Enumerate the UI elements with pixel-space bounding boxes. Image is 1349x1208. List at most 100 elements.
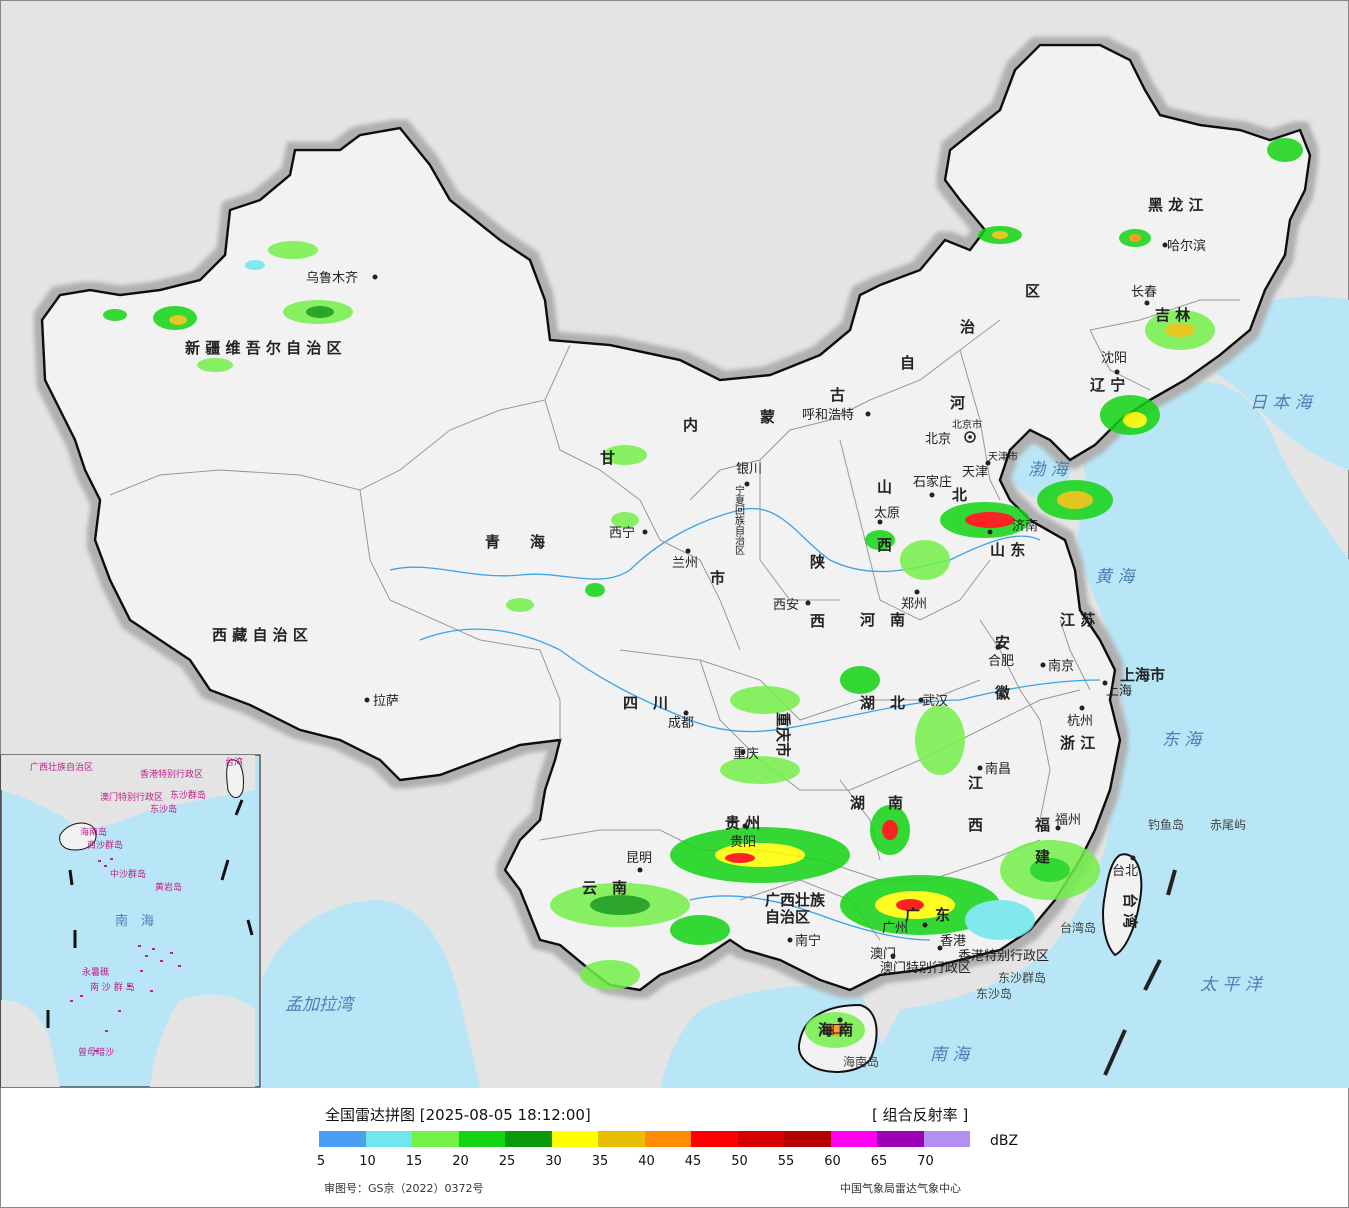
inset-label-dongsha2: 东沙岛 xyxy=(150,803,177,815)
label-neimenggu-6: 区 xyxy=(1025,282,1040,300)
label-heilongjiang: 黑 龙 江 xyxy=(1148,196,1203,214)
sea-label-east: 东 海 xyxy=(1162,730,1204,750)
radar-echoes xyxy=(103,138,1303,1048)
island-diaoyu: 钓鱼岛 xyxy=(1148,817,1184,832)
color-scale-tick: 35 xyxy=(591,1154,609,1169)
city-hefei: 合肥 xyxy=(988,654,1014,669)
label-taiwan: 台 湾 xyxy=(1121,893,1139,928)
label-hebei-1: 河 xyxy=(950,394,965,412)
city-guangzhou: 广州 xyxy=(882,921,908,936)
city-haikou: 海口 xyxy=(818,1023,844,1038)
label-neimenggu-2: 蒙 xyxy=(760,408,775,426)
inset-label-mo: 澳门特别行政区 xyxy=(100,791,163,803)
island-chiwei: 赤尾屿 xyxy=(1210,818,1246,832)
color-scale-tick: 40 xyxy=(638,1154,655,1169)
color-scale-tick: 15 xyxy=(405,1154,423,1169)
label-hebei-2: 北 xyxy=(952,486,967,504)
inset-label-dongsha: 东沙群岛 xyxy=(170,789,206,801)
city-shijiazhuang: 石家庄 xyxy=(913,474,952,490)
color-scale-cell xyxy=(551,1131,598,1147)
china-land xyxy=(40,43,1312,992)
city-beijing: 北京 xyxy=(925,432,951,447)
label-shaanxi-2: 西 xyxy=(810,612,825,630)
color-scale-tick: 55 xyxy=(777,1154,795,1169)
inset-label-gx: 广西壮族自治区 xyxy=(30,761,93,773)
city-shanghai: 上海 xyxy=(1106,684,1132,699)
city-tianjin: 天津 xyxy=(962,465,988,480)
label-sichuan: 四 川 xyxy=(623,694,668,712)
city-aomen: 澳门 xyxy=(870,946,896,962)
inset-label-yongshu: 永暑礁 xyxy=(82,966,109,978)
label-neimenggu-5: 治 xyxy=(960,318,975,336)
legend-panel: 全国雷达拼图 [2025-08-05 18:12:00] [ 组合反射率 ] d… xyxy=(0,1088,1349,1208)
legend-title: 全国雷达拼图 [2025-08-05 18:12:00] xyxy=(325,1106,591,1124)
inset-label-huangyan: 黄岩岛 xyxy=(155,881,182,893)
color-scale-tick: 60 xyxy=(824,1154,841,1169)
color-scale-tick: 5 xyxy=(316,1154,326,1169)
label-tianjin-prov: 天津市 xyxy=(988,450,1018,463)
color-scale-tick: 10 xyxy=(359,1154,376,1169)
radar-map: 新 疆 维 吾 尔 自 治 区 西 藏 自 治 区 青 海 甘 内 蒙 古 自 … xyxy=(0,1,1349,1088)
city-lhasa: 拉萨 xyxy=(373,694,399,709)
city-guiyang: 贵阳 xyxy=(730,835,756,850)
color-scale-cell xyxy=(923,1131,970,1147)
city-xian: 西安 xyxy=(773,598,799,613)
city-xianggang: 香港 xyxy=(940,934,966,949)
city-nanjing: 南京 xyxy=(1048,658,1074,674)
label-fujian-2: 建 xyxy=(1035,848,1051,866)
city-fuzhou: 福州 xyxy=(1055,813,1081,828)
label-shanxi-1: 山 xyxy=(877,478,892,496)
island-taiwan: 台湾岛 xyxy=(1060,920,1096,935)
city-chengdu: 成都 xyxy=(668,716,694,731)
label-macau: 澳门特别行政区 xyxy=(880,960,971,976)
sea-boundary-dashes xyxy=(1103,869,1177,1076)
label-yunnan: 云 南 xyxy=(582,879,627,897)
city-nanchang: 南昌 xyxy=(985,761,1011,777)
color-scale-tick: 30 xyxy=(545,1154,562,1169)
label-ningxia: 宁夏回族自治区 xyxy=(733,484,745,555)
city-nanning: 南宁 xyxy=(795,933,821,949)
inset-label-taiwan: 台湾 xyxy=(225,756,243,768)
sea-bengal xyxy=(262,900,480,1088)
label-guangxi-2: 自治区 xyxy=(765,908,810,926)
label-jiangxi-1: 江 xyxy=(968,774,983,792)
city-kunming: 昆明 xyxy=(626,851,652,866)
label-hongkong: 香港特别行政区 xyxy=(958,949,1049,964)
city-zhengzhou: 郑州 xyxy=(901,597,927,612)
city-xining: 西宁 xyxy=(609,525,635,541)
city-lanzhou: 兰州 xyxy=(672,556,698,571)
city-changchun: 长春 xyxy=(1131,285,1157,300)
color-scale-cell xyxy=(412,1131,459,1147)
color-scale-tick: 65 xyxy=(870,1154,888,1169)
sea-label-pacific: 太 平 洋 xyxy=(1200,975,1264,995)
inset-label-nansha: 南 沙 群 岛 xyxy=(90,981,135,993)
label-qinghai: 青 海 xyxy=(485,533,545,551)
label-shaanxi-1: 陕 xyxy=(810,553,825,571)
label-shanxi-2: 西 xyxy=(877,536,892,554)
city-wuhan: 武汉 xyxy=(922,694,948,709)
island-hainan: 海南岛 xyxy=(843,1054,879,1069)
inset-label-zhongsha: 中沙群岛 xyxy=(110,868,146,880)
color-scale-cell xyxy=(737,1131,784,1147)
sea-label-bohai: 渤 海 xyxy=(1028,460,1070,480)
inset-south-china-sea xyxy=(0,754,261,1088)
color-scale-tick: 70 xyxy=(917,1154,934,1169)
label-zhejiang: 浙 江 xyxy=(1060,734,1095,752)
approval-number: 审图号：GS京（2022）0372号 xyxy=(324,1182,484,1195)
sea-japan xyxy=(1210,296,1349,470)
inset-label-xisha: 西沙群岛 xyxy=(87,839,123,851)
island-dongsha-qd: 东沙群岛 xyxy=(998,970,1046,985)
label-jiangsu: 江 苏 xyxy=(1060,611,1095,629)
color-scale-cell xyxy=(877,1131,924,1147)
label-hubei: 湖 北 xyxy=(860,694,905,712)
sea-label-bengal: 孟加拉湾 xyxy=(285,995,356,1015)
label-beijing-prov: 北京市 xyxy=(952,418,982,431)
color-scale-tick: 50 xyxy=(731,1154,748,1169)
island-dongsha-d: 东沙岛 xyxy=(976,986,1012,1001)
color-scale-cell xyxy=(505,1131,552,1147)
city-jinan: 济南 xyxy=(1012,518,1038,534)
label-guizhou: 贵 州 xyxy=(725,814,760,832)
label-fujian-1: 福 xyxy=(1034,816,1050,834)
label-guangdong: 广 东 xyxy=(905,906,950,924)
sea-bohai xyxy=(999,429,1071,499)
